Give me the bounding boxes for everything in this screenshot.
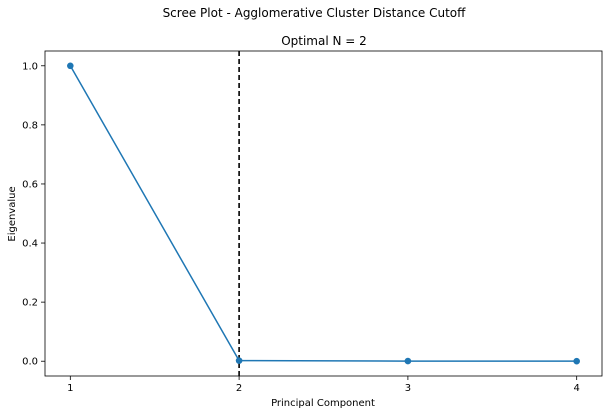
axes-border bbox=[44, 50, 603, 377]
y-ticks: 0.0 0.2 0.4 0.6 0.8 1.0 bbox=[22, 61, 45, 368]
x-ticks: 1 2 3 4 bbox=[67, 376, 580, 394]
x-axis-label: Principal Component bbox=[271, 398, 375, 409]
y-axis-label: Eigenvalue bbox=[7, 186, 18, 241]
y-tick-label: 1.0 bbox=[22, 61, 38, 72]
y-tick-label: 0.8 bbox=[22, 120, 38, 131]
series-line bbox=[69, 65, 577, 362]
data-point bbox=[235, 357, 243, 364]
y-tick-label: 0.2 bbox=[22, 298, 38, 309]
data-point bbox=[404, 357, 412, 365]
x-tick-label: 2 bbox=[236, 383, 242, 394]
chart-suptitle: Scree Plot - Agglomerative Cluster Dista… bbox=[163, 6, 467, 20]
x-tick-label: 4 bbox=[573, 383, 579, 394]
x-tick-label: 1 bbox=[67, 383, 73, 394]
chart-title: Optimal N = 2 bbox=[281, 34, 367, 48]
axes-frame bbox=[44, 50, 603, 377]
data-point bbox=[573, 357, 580, 365]
y-tick-label: 0.4 bbox=[22, 239, 38, 250]
y-tick-label: 0.0 bbox=[22, 357, 38, 368]
x-tick-label: 3 bbox=[405, 383, 411, 394]
data-point bbox=[67, 62, 74, 70]
y-tick-label: 0.6 bbox=[22, 179, 38, 190]
series-layer bbox=[67, 62, 580, 365]
